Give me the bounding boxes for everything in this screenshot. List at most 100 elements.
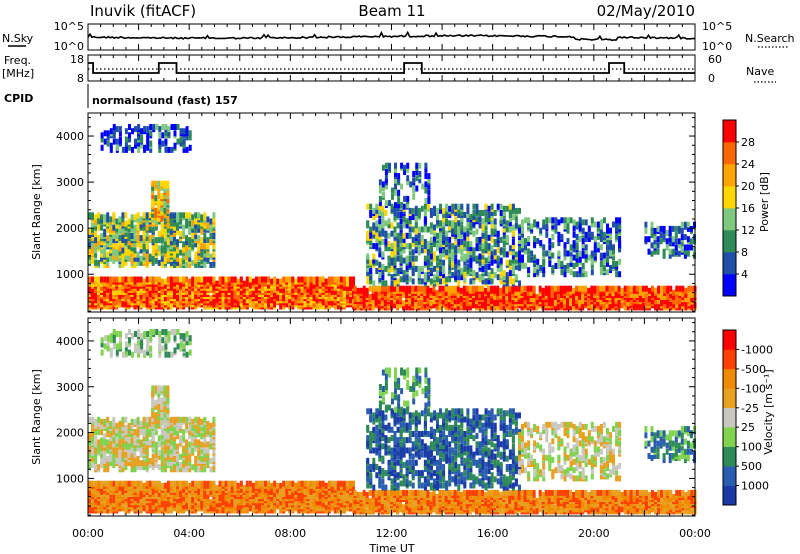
power-cell bbox=[406, 166, 410, 173]
power-cell bbox=[137, 146, 141, 153]
power-cell bbox=[160, 199, 164, 206]
power-cell bbox=[599, 227, 603, 234]
power-cell bbox=[118, 289, 122, 295]
power-cell bbox=[169, 243, 173, 250]
power-cell bbox=[641, 285, 645, 292]
power-cell bbox=[542, 271, 546, 278]
velocity-cell bbox=[264, 480, 267, 487]
power-cell bbox=[683, 221, 687, 228]
power-cell bbox=[417, 298, 421, 305]
power-cell bbox=[490, 285, 494, 292]
power-cell bbox=[390, 203, 394, 210]
power-cell bbox=[251, 289, 255, 295]
power-cell bbox=[121, 241, 125, 248]
power-colorbar-swatch bbox=[723, 164, 736, 187]
power-cell bbox=[209, 262, 213, 268]
power-cell bbox=[671, 248, 675, 255]
power-cell bbox=[399, 249, 403, 256]
power-cell bbox=[200, 257, 204, 264]
power-cell bbox=[444, 298, 448, 305]
power-cell bbox=[442, 251, 446, 258]
power-cell bbox=[457, 259, 461, 266]
power-cell bbox=[459, 287, 463, 294]
power-cell bbox=[530, 250, 534, 257]
power-cell bbox=[442, 265, 446, 272]
power-cell bbox=[442, 272, 446, 279]
power-cell bbox=[109, 247, 113, 254]
velocity-cell bbox=[179, 480, 183, 487]
velocity-cell bbox=[276, 493, 280, 500]
power-cell bbox=[188, 134, 192, 141]
power-cell bbox=[374, 285, 378, 292]
power-cell bbox=[163, 295, 167, 302]
power-cell bbox=[448, 247, 452, 254]
power-cell bbox=[669, 292, 673, 298]
power-cell bbox=[157, 199, 161, 206]
power-cell bbox=[97, 259, 101, 266]
power-cell bbox=[399, 265, 403, 272]
power-cell bbox=[131, 128, 134, 135]
power-cell bbox=[445, 203, 449, 210]
power-cell bbox=[402, 285, 406, 292]
power-cell bbox=[406, 179, 410, 186]
power-cell bbox=[230, 301, 234, 308]
power-cell bbox=[578, 267, 582, 274]
power-cell bbox=[182, 128, 186, 135]
power-cell bbox=[142, 295, 146, 302]
power-cell bbox=[490, 230, 494, 237]
power-cell bbox=[336, 276, 340, 283]
power-cell bbox=[460, 232, 464, 239]
power-cell bbox=[439, 207, 442, 214]
power-cell bbox=[203, 212, 207, 219]
velocity-cell bbox=[115, 493, 119, 500]
power-cell bbox=[151, 197, 155, 204]
power-cell bbox=[242, 280, 246, 287]
power-cell bbox=[366, 278, 370, 285]
power-cell bbox=[648, 287, 651, 294]
power-cell bbox=[457, 212, 461, 218]
power-cell bbox=[490, 249, 494, 256]
power-cell bbox=[569, 260, 573, 267]
power-cell bbox=[650, 225, 654, 232]
power-cell bbox=[496, 255, 500, 262]
power-cell bbox=[678, 296, 682, 303]
power-cell bbox=[683, 244, 687, 251]
power-cell bbox=[599, 236, 603, 242]
power-cell bbox=[460, 255, 464, 262]
power-cell bbox=[118, 255, 122, 262]
power-cell bbox=[224, 291, 228, 297]
power-cell bbox=[572, 292, 576, 298]
power-cell bbox=[420, 265, 424, 272]
power-cell bbox=[179, 249, 183, 256]
power-cell bbox=[212, 297, 216, 304]
power-cell bbox=[557, 260, 561, 267]
power-cell bbox=[118, 235, 122, 242]
power-cell bbox=[451, 243, 455, 250]
velocity-cell bbox=[239, 486, 243, 493]
power-cell bbox=[381, 185, 385, 192]
power-cell bbox=[487, 216, 491, 223]
power-cell bbox=[560, 269, 564, 276]
power-cell bbox=[160, 205, 164, 212]
power-cell bbox=[481, 285, 484, 292]
power-cell bbox=[542, 223, 546, 230]
power-cell bbox=[158, 132, 162, 139]
power-cell bbox=[149, 140, 153, 147]
power-cell bbox=[581, 296, 585, 303]
power-cell bbox=[518, 238, 521, 245]
power-cell bbox=[381, 218, 385, 225]
power-cell bbox=[451, 228, 455, 235]
power-cell bbox=[136, 233, 140, 239]
power-cell bbox=[212, 233, 216, 239]
power-cell bbox=[381, 268, 385, 274]
power-cell bbox=[433, 205, 436, 212]
power-cell bbox=[472, 278, 476, 285]
power-cell bbox=[587, 225, 591, 232]
power-cell bbox=[478, 222, 482, 229]
power-cell bbox=[511, 243, 515, 250]
power-cell bbox=[557, 240, 561, 247]
power-cell bbox=[179, 230, 183, 237]
power-cell bbox=[663, 285, 667, 292]
power-cell bbox=[493, 218, 497, 225]
power-cell bbox=[466, 245, 470, 252]
